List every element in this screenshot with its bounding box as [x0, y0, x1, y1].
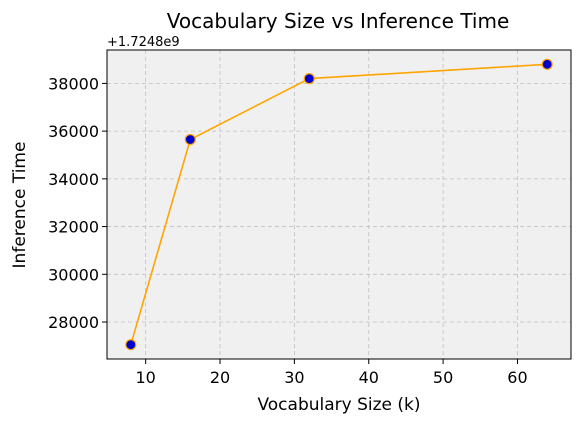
plot-area: [107, 50, 571, 359]
data-point: [184, 133, 196, 146]
data-point: [541, 58, 553, 70]
series: [125, 58, 553, 351]
x-tick-label: 30: [284, 368, 304, 387]
x-tick-label: 40: [359, 368, 379, 387]
series-line: [130, 63, 548, 345]
y-tick-label: 36000: [48, 122, 99, 141]
y-tick-label: 34000: [48, 170, 99, 189]
x-tick-label: 50: [433, 368, 453, 387]
x-tick-label: 60: [507, 368, 527, 387]
y-tick-label: 32000: [48, 218, 99, 237]
x-axis-label: Vocabulary Size (k): [257, 395, 420, 415]
y-tick-label: 30000: [48, 265, 99, 284]
y-tick-label: 38000: [48, 74, 99, 93]
y-axis: 28000 30000 32000 34000 36000 38000: [48, 74, 107, 332]
plot-frame: [106, 49, 572, 360]
x-tick-label: 10: [135, 368, 155, 387]
grid-lines: [107, 50, 571, 359]
y-axis-offset-label: +1.7248e9: [107, 35, 180, 50]
x-axis: 10 20 30 40 50 60: [135, 359, 528, 387]
y-tick-label: 28000: [48, 313, 99, 332]
data-point: [303, 73, 315, 85]
x-tick-label: 20: [210, 368, 230, 387]
data-point: [125, 339, 137, 351]
chart-title: Vocabulary Size vs Inference Time: [167, 9, 510, 33]
y-axis-label: Inference Time: [10, 142, 30, 269]
